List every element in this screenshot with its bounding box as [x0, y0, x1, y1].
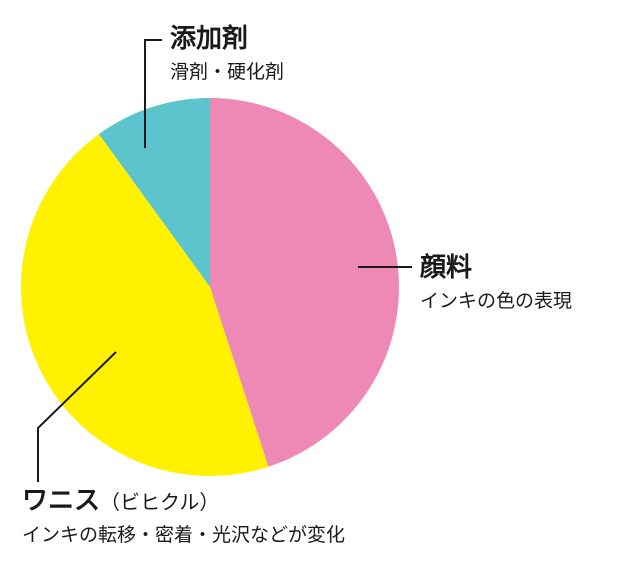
slice-subtitle-varnish: （ビヒクル）: [100, 490, 220, 514]
slice-label-additive: 添加剤 滑剤・硬化剤: [170, 24, 284, 84]
slice-label-varnish: ワニス（ビヒクル） インキの転移・密着・光沢などが変化: [22, 486, 345, 547]
leader-line-varnish: [37, 351, 117, 482]
slice-title-varnish-main: ワニス: [22, 486, 101, 516]
slice-description-varnish: インキの転移・密着・光沢などが変化: [22, 524, 346, 546]
leader-line-additive: [144, 39, 162, 148]
pie-slice-additive: [98, 98, 210, 287]
slice-title-varnish: ワニス（ビヒクル）: [22, 486, 345, 517]
leader-lines: [37, 39, 412, 482]
pie-slices: [21, 98, 399, 476]
pie-slice-pigment: [210, 98, 399, 467]
slice-title-additive: 添加剤: [170, 24, 249, 54]
pie-slice-varnish: [21, 134, 269, 476]
slice-description-additive: 滑剤・硬化剤: [170, 61, 285, 83]
slice-description-pigment: インキの色の表現: [420, 290, 573, 312]
slice-label-pigment: 顔料 インキの色の表現: [420, 253, 572, 313]
slice-title-pigment: 顔料: [420, 253, 473, 283]
